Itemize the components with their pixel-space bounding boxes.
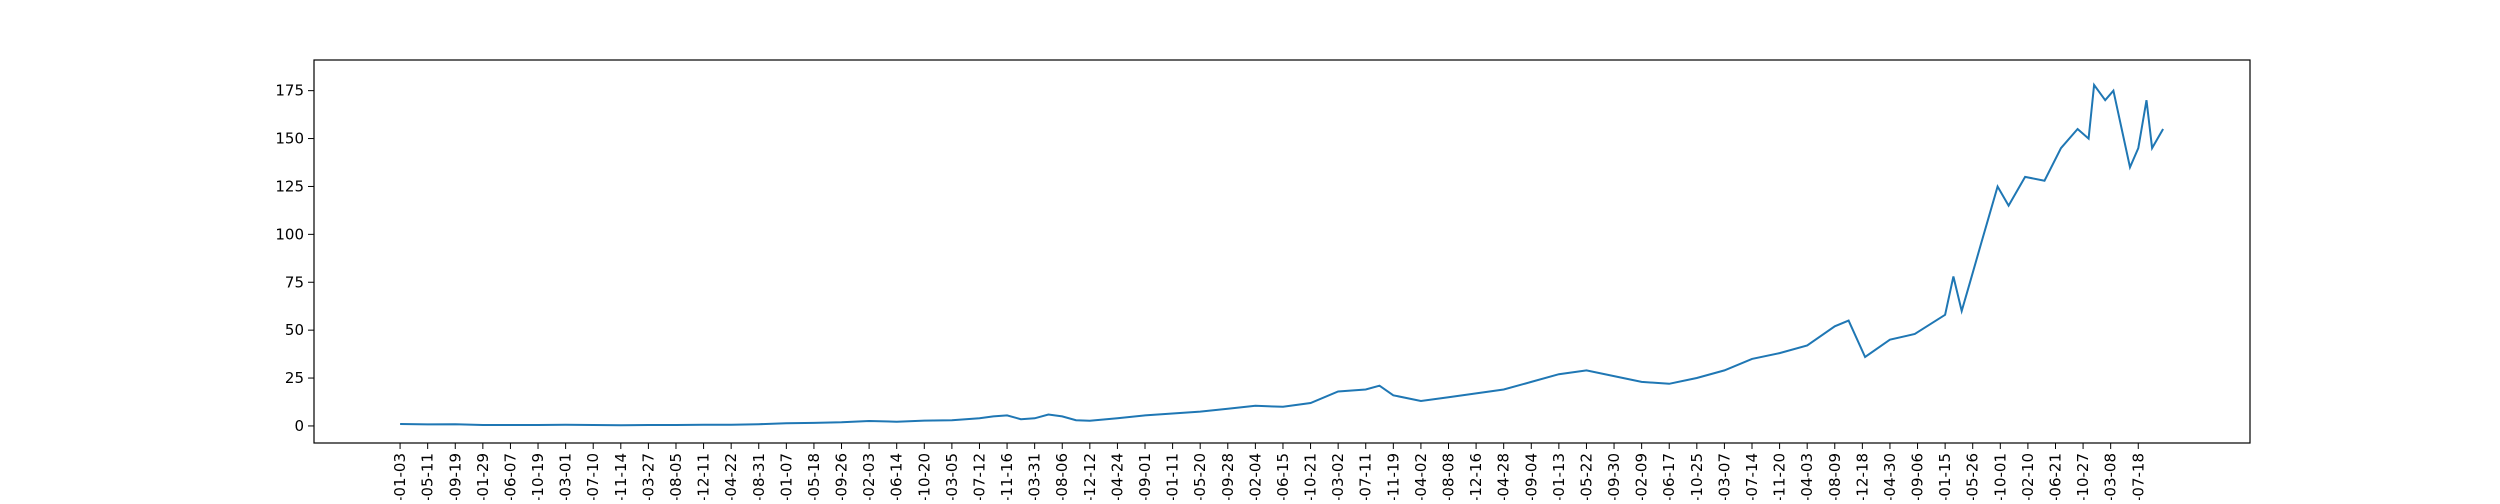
plot-frame [313,59,2251,444]
x-tick-label: -12-12 [1081,453,1099,500]
x-tick-label: -11-16 [998,453,1016,500]
x-tick-label: -06-17 [1660,453,1678,500]
x-tick-label: -09-19 [446,453,464,500]
y-tick-label: 50 [285,321,304,339]
x-tick-label: -07-10 [584,453,602,500]
x-tick-label: -11-14 [612,453,630,500]
x-tick-label: -07-18 [2129,453,2147,500]
x-tick-label: -06-14 [888,453,906,500]
x-tick-label: -01-29 [474,453,492,500]
x-tick-label: -05-18 [805,453,823,500]
x-tick-label: -11-20 [1771,453,1789,500]
x-tick-label: -01-13 [1550,453,1568,500]
x-tick-label: -09-26 [833,453,851,500]
x-tick-label: -07-12 [970,453,988,500]
y-tick-label: 175 [275,82,304,100]
y-tick-label: 100 [275,225,304,243]
x-tick-label: -09-28 [1219,453,1237,500]
x-tick-label: -09-30 [1605,453,1623,500]
x-tick-label: -12-11 [695,453,713,500]
x-tick-label: -01-07 [777,453,795,500]
x-tick-label: -04-03 [1798,453,1816,500]
x-tick-label: -01-03 [391,453,409,500]
x-tick-label: -04-24 [1108,453,1126,500]
x-tick-label: -04-02 [1412,453,1430,500]
x-tick-label: -03-05 [943,453,961,500]
x-tick-label: -08-08 [1440,453,1458,500]
x-tick-label: -01-11 [1164,453,1182,500]
x-tick-label: -09-04 [1522,453,1540,500]
x-tick-label: -06-07 [501,453,519,500]
x-tick-label: -05-22 [1577,453,1595,500]
x-tick-label: -03-27 [639,453,657,500]
x-tick-label: -05-11 [419,453,437,500]
x-tick-label: -02-09 [1633,453,1651,500]
x-tick-label: -08-09 [1826,453,1844,500]
x-tick-label: -12-16 [1467,453,1485,500]
x-tick-label: -06-15 [1274,453,1292,500]
x-tick-label: -07-14 [1743,453,1761,500]
y-tick-label: 150 [275,130,304,148]
x-tick-label: -01-15 [1936,453,1954,500]
x-tick-label: -03-08 [2102,453,2120,500]
x-tick-label: -08-06 [1053,453,1071,500]
x-tick-label: -08-05 [667,453,685,500]
x-tick-label: -09-01 [1136,453,1154,500]
x-tick-label: -07-11 [1357,453,1375,500]
x-tick-label: -02-03 [860,453,878,500]
y-tick-label: 125 [275,177,304,195]
x-tick-label: -03-02 [1329,453,1347,500]
y-tick-label: 0 [294,417,304,435]
x-tick-label: -03-01 [557,453,575,500]
x-tick-label: -10-25 [1688,453,1706,500]
x-tick-label: -03-31 [1026,453,1044,500]
x-tick-label: -04-22 [722,453,740,500]
x-tick-label: -10-21 [1302,453,1320,500]
x-tick-label: -12-18 [1853,453,1871,500]
y-tick-label: 25 [285,369,304,387]
x-tick-label: -05-20 [1191,453,1209,500]
x-tick-label: -10-19 [529,453,547,500]
x-tick-label: -09-06 [1909,453,1927,500]
x-tick-label: -10-01 [1991,453,2009,500]
x-tick-label: -02-04 [1246,453,1264,500]
x-tick-label: -04-28 [1495,453,1513,500]
x-tick-label: -03-07 [1715,453,1733,500]
line [400,82,2164,427]
x-tick-label: -02-10 [2019,453,2037,500]
y-tick-label: 75 [285,273,304,291]
x-tick-label: -05-26 [1964,453,1982,500]
x-tick-label: -10-27 [2074,453,2092,500]
x-tick-label: -08-31 [750,453,768,500]
x-tick-label: -11-19 [1384,453,1402,500]
x-tick-label: -10-20 [915,453,933,500]
x-tick-label: -04-30 [1881,453,1899,500]
x-tick-label: -06-21 [2046,453,2064,500]
